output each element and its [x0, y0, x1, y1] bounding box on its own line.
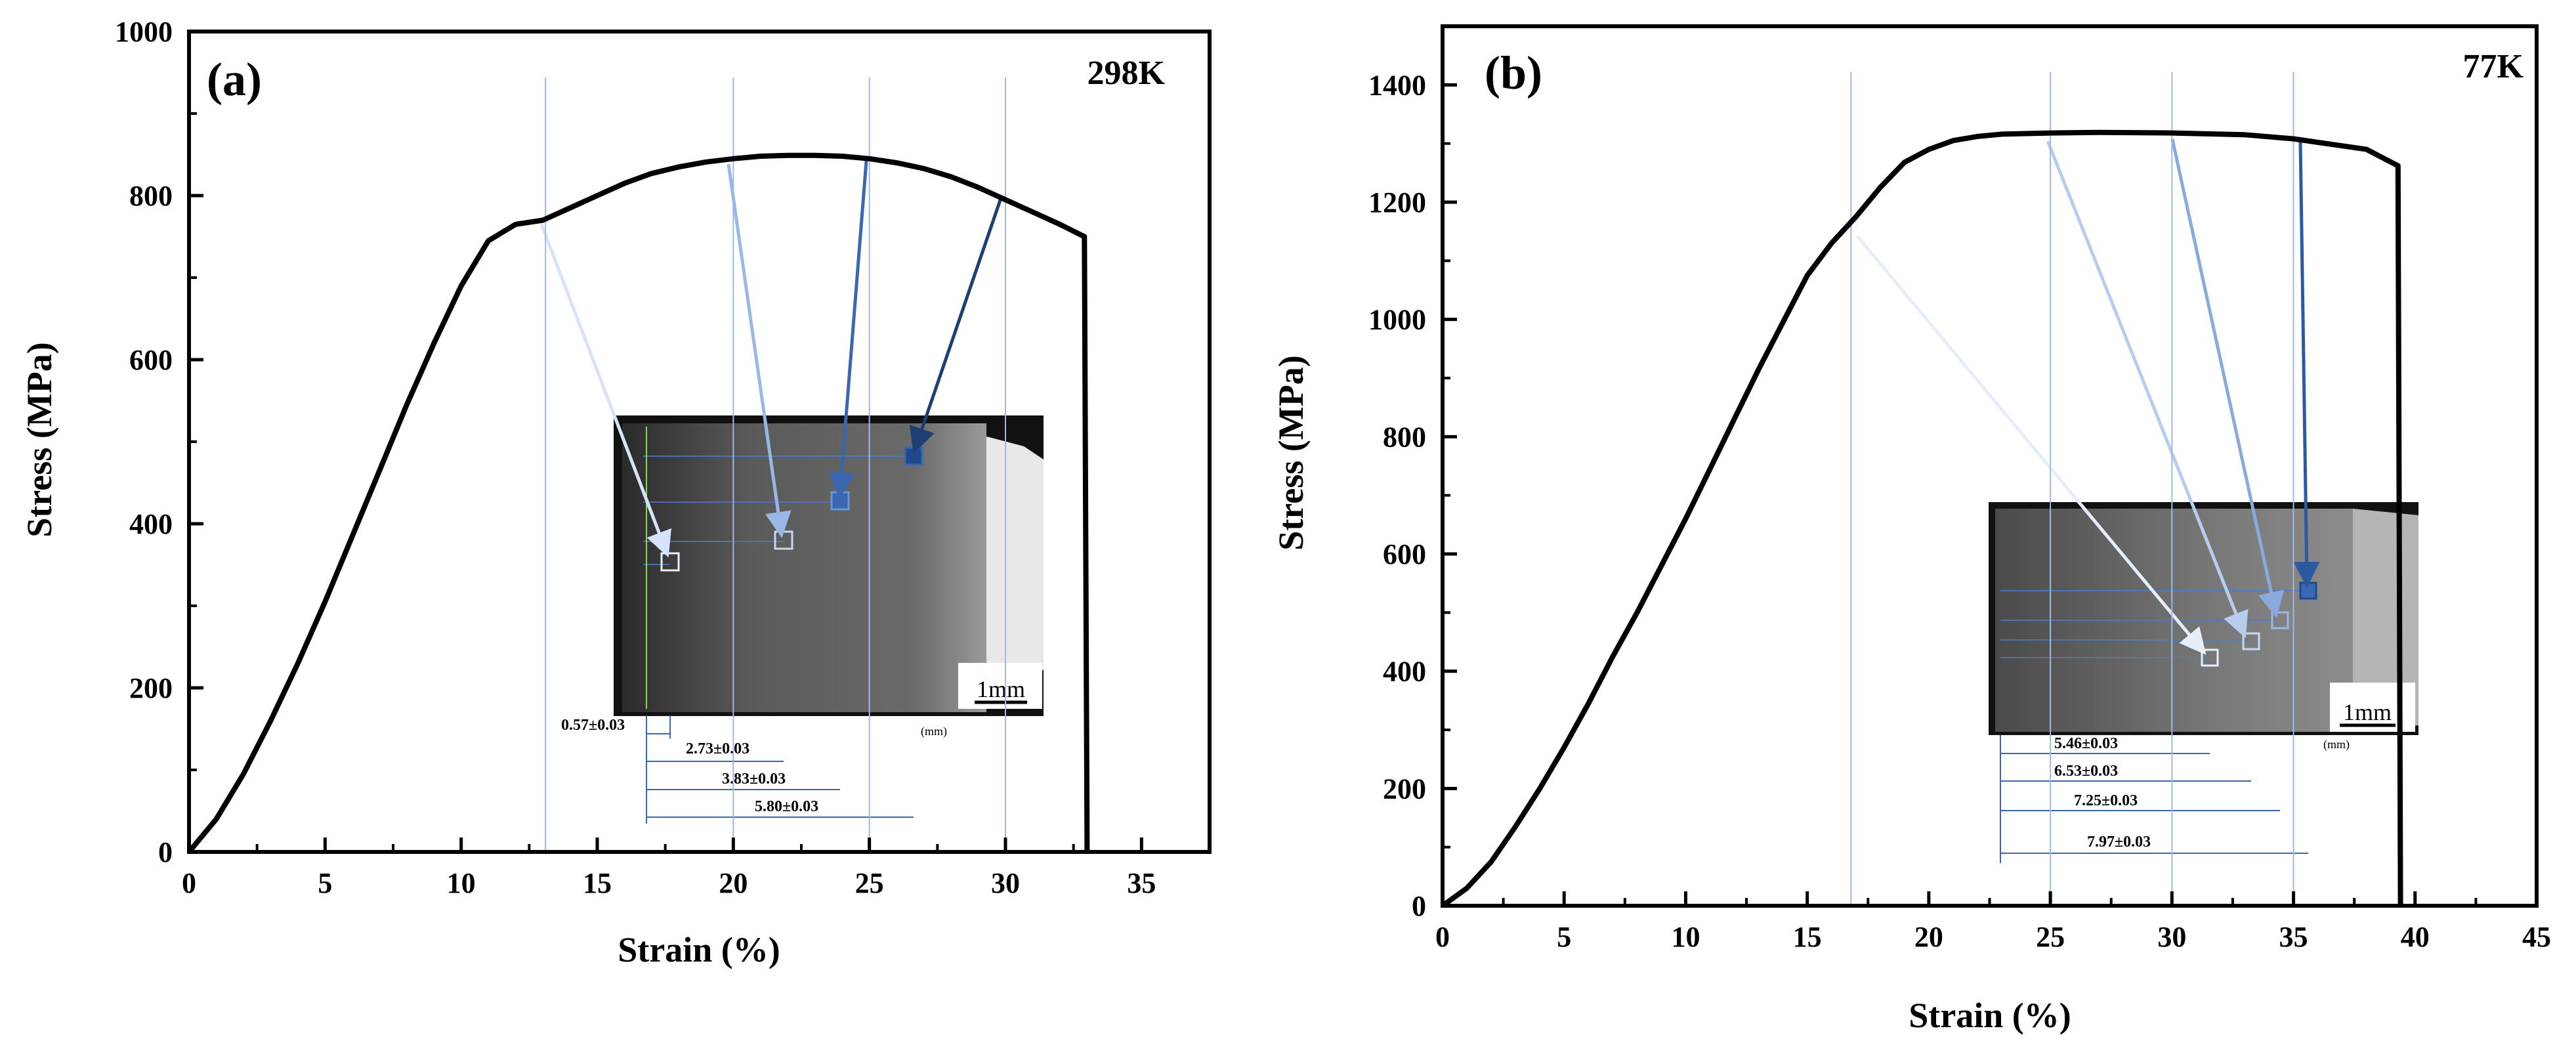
- inset-b-meas-label-2: 6.53±0.03: [2054, 763, 2118, 780]
- panel-a-temperature: 298K: [1087, 54, 1166, 92]
- panel-b-x-tick-label: 35: [2279, 921, 2308, 953]
- panel-a-x-tick-label: 20: [719, 867, 748, 899]
- panel-a-plot: 0 5 10 15 20 25 30 35 0 200 400 600 800 1000: [115, 16, 1212, 899]
- panel-b-x-tick-label: 25: [2036, 921, 2065, 953]
- panel-a: 1mm 0.57±0.03 2.73±0.03: [20, 16, 1212, 969]
- inset-a-photo: [622, 423, 986, 712]
- inset-b-arrow-4: [2293, 140, 2320, 588]
- inset-b-meas-label-3: 7.25±0.03: [2074, 792, 2138, 809]
- panel-b: 1mm 5.46±0.03 6.53±0.03 7.25±0.03 7.97: [1271, 24, 2551, 1035]
- panel-b-inset: 1mm 5.46±0.03 6.53±0.03 7.25±0.03 7.97: [1856, 138, 2418, 863]
- panel-a-y-tick-label: 400: [129, 508, 173, 540]
- panel-b-x-tick-label: 40: [2401, 921, 2430, 953]
- inset-a-unit-label: (mm): [921, 725, 947, 738]
- panel-b-label: (b): [1485, 47, 1542, 99]
- inset-a-meas-label-3: 3.83±0.03: [722, 771, 786, 788]
- panel-b-x-tick-label: 45: [2522, 921, 2551, 953]
- panel-b-y-tick-label: 1400: [1368, 69, 1426, 101]
- panel-b-x-tick-label: 15: [1793, 921, 1822, 953]
- inset-b-marker-4: [2299, 582, 2317, 600]
- inset-a-fracture-edge: [986, 436, 1044, 702]
- panel-a-x-tick-label: 10: [447, 867, 476, 899]
- inset-a-marker-4: [904, 446, 923, 466]
- panel-a-inset: 1mm 0.57±0.03 2.73±0.03: [539, 160, 1044, 824]
- inset-b-unit-label: (mm): [2323, 738, 2350, 752]
- panel-b-y-tick-label: 1000: [1368, 304, 1426, 336]
- panel-b-temperature: 77K: [2463, 48, 2524, 85]
- panel-a-y-axis-title: Stress (MPa): [20, 342, 59, 537]
- inset-a-arrow-3: [828, 160, 868, 499]
- panel-b-y-tick-label: 600: [1383, 538, 1426, 570]
- panel-b-y-axis-title: Stress (MPa): [1271, 355, 1311, 550]
- panel-a-x-tick-label: 5: [318, 867, 332, 899]
- panel-b-series-line-1: [1441, 129, 2403, 908]
- panel-a-x-tick-label: 25: [855, 867, 884, 899]
- panel-b-x-tick-label: 10: [1671, 921, 1700, 953]
- panel-b-x-tick-label: 5: [1557, 921, 1571, 953]
- panel-a-x-tick-label: 30: [991, 867, 1020, 899]
- panel-a-y-tick-label: 600: [129, 344, 173, 376]
- panel-a-x-tick-label: 0: [182, 867, 196, 899]
- inset-a-marker-3: [830, 491, 850, 511]
- inset-b-measurements: 5.46±0.03 6.53±0.03 7.25±0.03 7.97±0.03 …: [2000, 735, 2350, 863]
- panel-b-y-tick-label: 800: [1383, 421, 1426, 453]
- panel-a-series-line-1: [186, 152, 1090, 854]
- inset-b-marker-1: [2201, 648, 2219, 667]
- inset-a-arrow-1: [539, 224, 671, 558]
- inset-a-meas-label-1: 0.57±0.03: [561, 717, 625, 734]
- panel-b-x-axis-title: Strain (%): [1909, 996, 2071, 1035]
- inset-b-arrow-1: [1856, 235, 2206, 655]
- panel-a-x-axis-title: Strain (%): [618, 930, 780, 969]
- inset-a-arrow-4: [909, 198, 1003, 454]
- panel-b-plot-frame: [1441, 24, 2539, 908]
- inset-a-meas-label-2: 2.73±0.03: [686, 740, 750, 757]
- panel-a-x-tick-label: 35: [1127, 867, 1156, 899]
- inset-a-meas-label-4: 5.80±0.03: [755, 798, 818, 815]
- panel-a-y-tick-label: 1000: [115, 16, 173, 48]
- panel-b-y-tick-label: 0: [1412, 890, 1426, 922]
- panel-b-plot: 0 5 10 15 20 25 30 35 40 45 0 200 400 600 800 1000 1200 1…: [1368, 24, 2551, 953]
- panel-a-label: (a): [207, 53, 262, 106]
- inset-b-meas-label-1: 5.46±0.03: [2054, 735, 2118, 752]
- inset-a-arrow-2: [727, 163, 792, 538]
- inset-b-arrow-3: [2170, 138, 2285, 618]
- panel-b-y-tick-label: 200: [1383, 773, 1426, 805]
- panel-a-y-tick-label: 800: [129, 180, 173, 212]
- panel-a-y-tick-label: 0: [158, 836, 173, 868]
- panel-b-x-tick-label: 0: [1435, 921, 1450, 953]
- panel-a-x-tick-label: 15: [583, 867, 612, 899]
- panel-b-x-tick-label: 30: [2157, 921, 2186, 953]
- inset-b-arrow-2: [2046, 140, 2249, 639]
- panel-b-y-tick-label: 400: [1383, 656, 1426, 688]
- panel-a-y-tick-label: 200: [129, 672, 173, 704]
- inset-a-scale-label: 1mm: [977, 676, 1025, 702]
- panel-b-x-tick-label: 20: [1914, 921, 1943, 953]
- inset-b-scale-label: 1mm: [2343, 699, 2392, 725]
- inset-b-marker-2: [2242, 632, 2260, 650]
- inset-a-measurements: 0.57±0.03 2.73±0.03 3.83±0.03 5.80±0.03 …: [561, 715, 947, 824]
- inset-b-meas-label-4: 7.97±0.03: [2087, 834, 2151, 851]
- panel-b-y-tick-label: 1200: [1368, 186, 1426, 219]
